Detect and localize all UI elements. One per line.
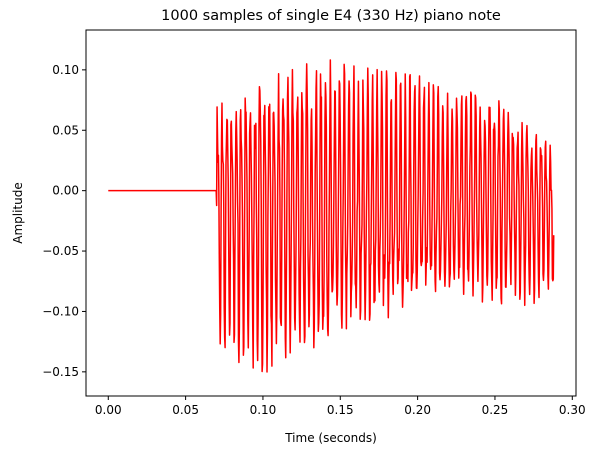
plot-frame [85,29,577,397]
y-tick-label: 0.10 [52,63,79,77]
y-axis-label: Amplitude [11,182,25,244]
x-tick-label: 0.10 [250,403,277,417]
series-0-line [107,59,555,373]
x-tick-label: 0.05 [172,403,199,417]
y-tick-label: −0.15 [42,365,79,379]
y-tick-label: −0.10 [42,304,79,318]
y-tick-label: 0.00 [52,184,79,198]
plot-area [85,29,577,397]
x-tick-label: 0.20 [404,403,431,417]
x-axis-label: Time (seconds) [284,431,377,445]
x-tick-label: 0.30 [559,403,586,417]
x-axis: 0.00 0.05 0.10 0.15 0.20 0.25 0.30 [95,396,586,417]
chart-title: 1000 samples of single E4 (330 Hz) piano… [161,8,501,24]
x-tick-label: 0.15 [327,403,354,417]
y-tick-label: −0.05 [42,244,79,258]
y-tick-label: 0.05 [52,123,79,137]
x-tick-label: 0.00 [95,403,122,417]
y-axis: −0.15 −0.10 −0.05 0.00 0.05 0.10 [42,63,86,379]
x-tick-label: 0.25 [482,403,509,417]
